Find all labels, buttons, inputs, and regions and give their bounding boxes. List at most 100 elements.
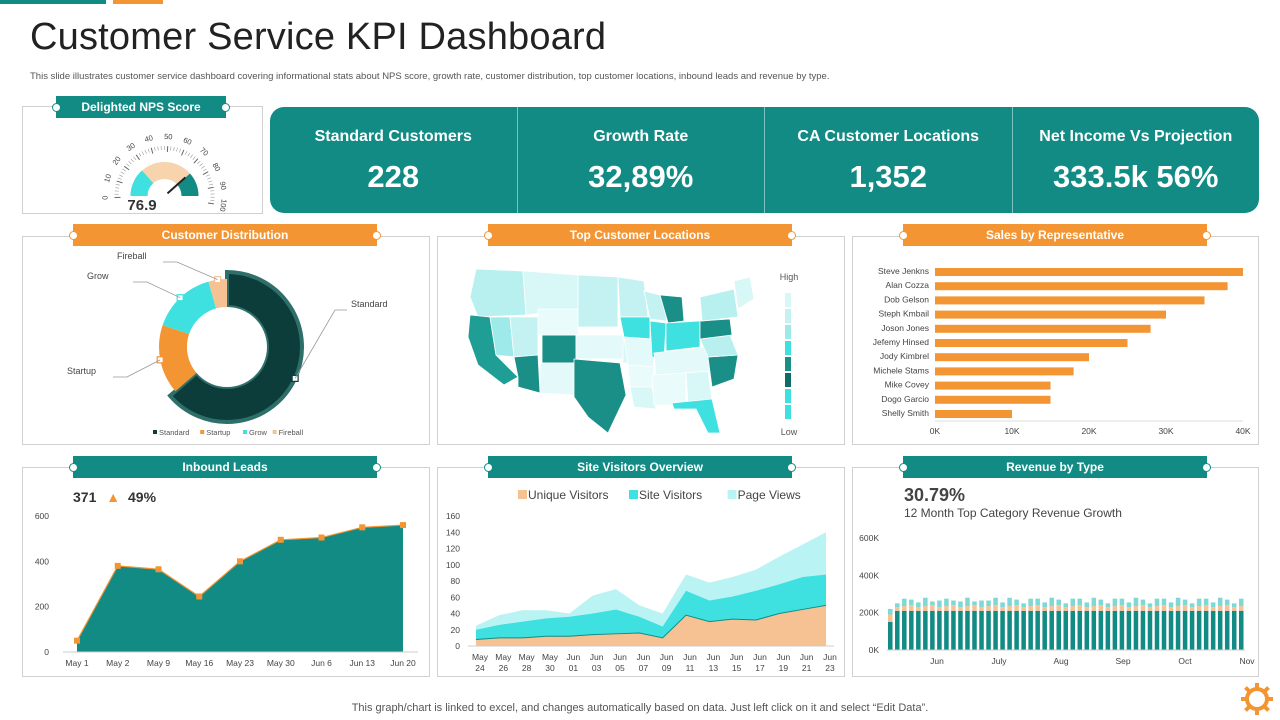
gauge-minor-tick (117, 177, 122, 180)
us-map: High Low (467, 268, 798, 437)
gear-icon[interactable] (1240, 682, 1274, 716)
region-utah[interactable] (509, 316, 539, 358)
region-georgia[interactable] (685, 370, 713, 404)
revenue-caption: 12 Month Top Category Revenue Growth (904, 506, 1122, 520)
region-indiana-oh[interactable] (665, 320, 701, 352)
region-arizona[interactable] (513, 354, 541, 394)
pie-slice-grow (162, 281, 217, 335)
x-tick-label: Jun (823, 652, 837, 662)
kpi-standard-customers[interactable]: Standard Customers 228 (270, 107, 517, 213)
region-wyoming[interactable] (537, 308, 579, 336)
callout-label: Startup (67, 366, 96, 376)
revenue-bar-segment (1154, 606, 1160, 611)
nps-panel[interactable]: 0 10 20 30 40 50 60 70 80 90 100 76.9 (22, 106, 263, 214)
revenue-bar-segment (888, 614, 893, 622)
x-tick-label: May 30 (267, 658, 295, 668)
region-new-york[interactable] (699, 288, 739, 322)
revenue-bar-segment (1084, 602, 1090, 608)
inbound-count: 371 (73, 489, 97, 505)
revenue-bar-segment (923, 610, 928, 650)
bar (935, 395, 1051, 404)
revenue-bar-segment (1168, 610, 1174, 650)
revenue-bar-segment (972, 610, 977, 650)
visitors-panel[interactable]: 0 20 40 60 80 100 120 140 160 May 24 May 26 May 28 May 3… (437, 467, 845, 677)
gauge-tick (207, 202, 214, 205)
x-tick-label: Jun (590, 652, 604, 662)
region-arkansas[interactable] (627, 364, 655, 388)
x-tick-label: Jun (706, 652, 720, 662)
x-tick-label: Jun (800, 652, 814, 662)
y-tick-label: 60 (451, 592, 461, 602)
region-idaho-mt[interactable] (522, 270, 579, 316)
revenue-bar-segment (1084, 607, 1090, 611)
revenue-bar-segment (1098, 605, 1104, 611)
area-series (476, 574, 826, 640)
region-northwest[interactable] (469, 268, 527, 318)
region-louisiana[interactable] (629, 386, 657, 410)
revenue-bar-segment (1091, 606, 1097, 611)
region-new-england[interactable] (733, 276, 755, 310)
sales-panel[interactable]: Steve Jenkns Alan Cozza Dob Gelson Steph Km… (852, 236, 1259, 445)
legend-label: Site Visitors (639, 488, 702, 502)
kpi-growth-rate[interactable]: Growth Rate 32,89% (516, 107, 765, 213)
callout-line (113, 359, 161, 378)
revenue-bar-segment (937, 610, 942, 650)
x-tick-label: 11 (686, 663, 695, 673)
y-tick-label: 600 (35, 511, 49, 521)
kpi-ca-locations[interactable]: CA Customer Locations 1,352 (764, 107, 1012, 213)
region-kansas[interactable] (575, 334, 624, 360)
region-dakotas[interactable] (577, 274, 619, 328)
gauge-minor-tick (199, 163, 203, 167)
region-minnesota[interactable] (617, 276, 649, 318)
gauge-tick (202, 171, 209, 176)
legend-swatch (200, 430, 205, 434)
revenue-bar-segment (1147, 607, 1153, 611)
inbound-panel[interactable]: 371 ▲ 49% 0 200 400 600 May 1 May 2 May 9 May 1… (22, 467, 430, 677)
revenue-bar-segment (930, 601, 935, 606)
revenue-bar-segment (958, 601, 963, 608)
gauge-tick (193, 158, 199, 164)
revenue-bar-segment (1105, 603, 1111, 608)
data-point (237, 558, 243, 565)
revenue-bar-segment (916, 607, 921, 611)
kpi-net-income[interactable]: Net Income Vs Projection 333.5k 56% (1011, 107, 1260, 213)
visitors-label: Site Visitors Overview (484, 456, 796, 478)
region-new-mexico[interactable] (539, 362, 575, 396)
distribution-panel[interactable]: Standard Startup Grow Fireball Standard Star… (22, 236, 430, 445)
legend-label: Grow (249, 428, 268, 437)
y-tick-label: 140 (446, 527, 460, 537)
gauge-tick-label: 0 (100, 196, 109, 200)
revenue-bar-segment (1203, 605, 1209, 611)
gauge-minor-tick (126, 163, 130, 167)
revenue-bar-segment (1014, 605, 1019, 611)
region-michigan[interactable] (659, 294, 685, 324)
revenue-bar-segment (1224, 599, 1230, 606)
region-pennsylvania[interactable] (699, 318, 733, 340)
region-florida[interactable] (671, 398, 721, 434)
region-colorado[interactable] (541, 334, 577, 364)
revenue-bar-segment (1091, 597, 1097, 607)
x-tick-label: Jun (930, 656, 944, 666)
gauge-minor-tick (187, 152, 191, 157)
revenue-bar-segment (1238, 598, 1244, 607)
data-point (400, 522, 406, 529)
bar-label: Dob Gelson (884, 294, 929, 304)
locations-panel[interactable]: High Low (437, 236, 845, 445)
revenue-bar-segment (951, 600, 956, 606)
legend-swatch (785, 325, 791, 339)
bar-label: Michele Stams (873, 365, 929, 375)
region-iowa[interactable] (619, 316, 651, 340)
region-mississippi-al[interactable] (651, 372, 687, 406)
region-carolinas[interactable] (707, 354, 739, 388)
gauge-minor-tick (128, 161, 132, 165)
inbound-label: Inbound Leads (69, 456, 381, 478)
region-texas[interactable] (573, 358, 627, 434)
region-missouri[interactable] (623, 336, 655, 368)
x-tick-label: July (991, 656, 1007, 666)
revenue-bar-segment (1028, 598, 1033, 607)
legend-label: Fireball (279, 428, 304, 437)
revenue-bar-segment (1007, 610, 1012, 650)
revenue-panel[interactable]: 30.79% 12 Month Top Category Revenue Gro… (852, 467, 1259, 677)
revenue-bar-segment (993, 610, 998, 650)
x-tick-label: Jun (776, 652, 790, 662)
